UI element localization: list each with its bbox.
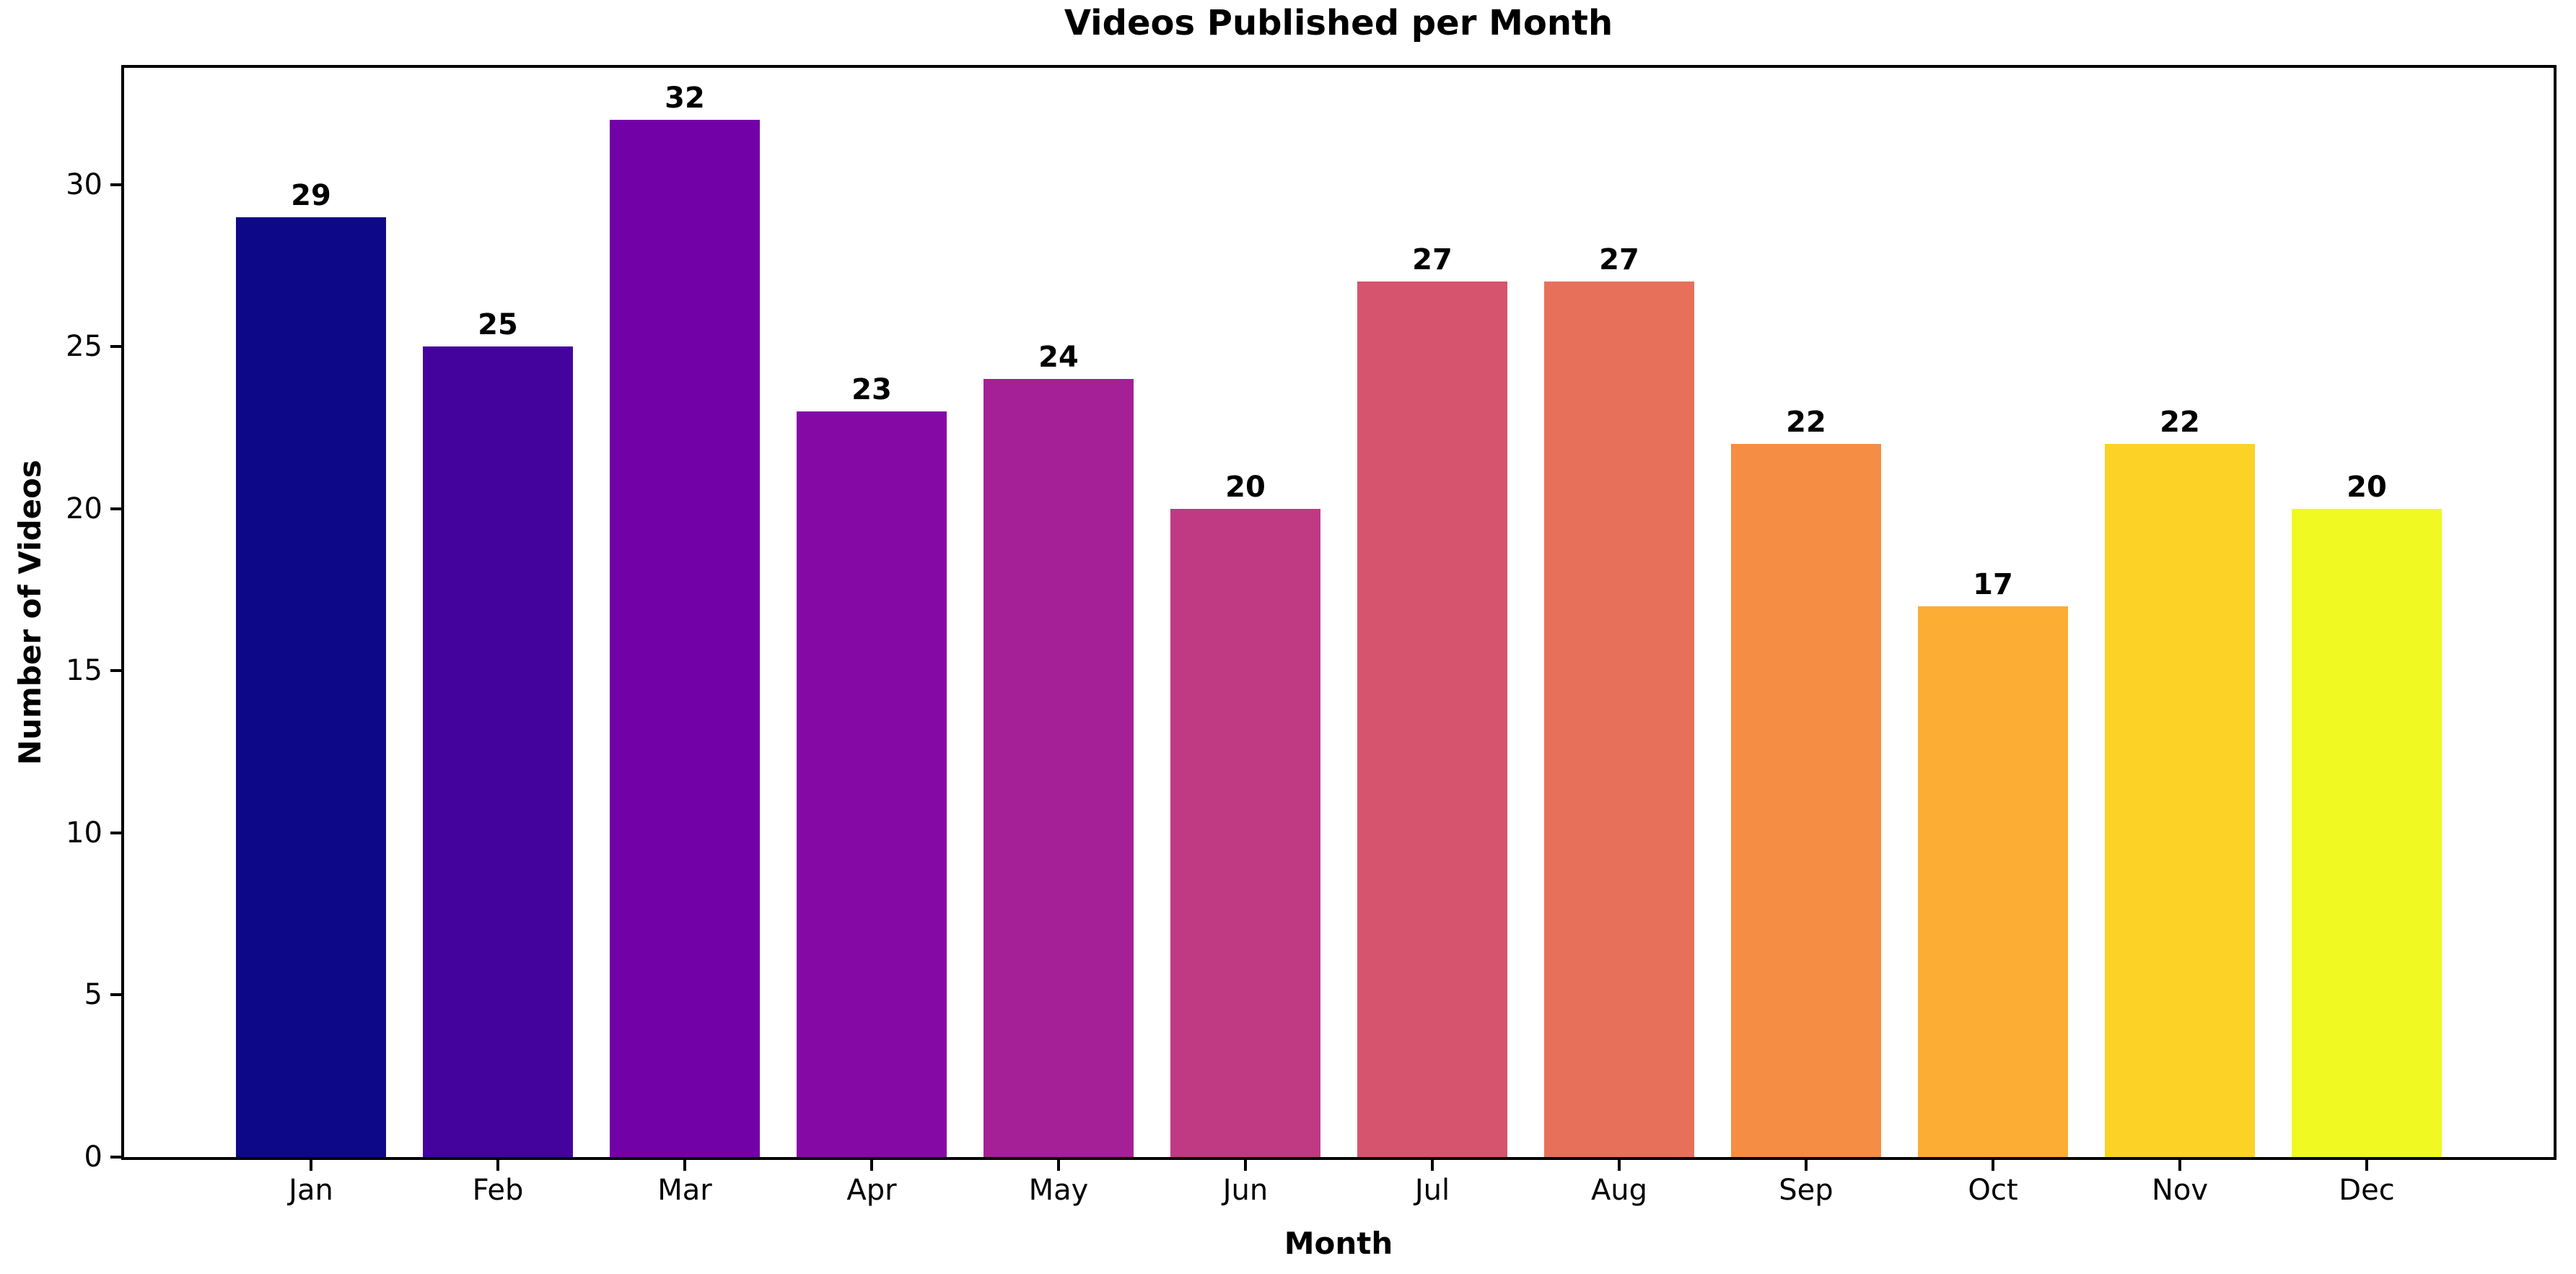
x-tick-mark [1992, 1160, 1994, 1171]
bar-value-dec: 20 [2347, 470, 2387, 504]
x-tick-label-nov: Nov [2151, 1174, 2209, 1207]
y-tick-mark [110, 993, 121, 997]
x-tick-mark [2365, 1160, 2368, 1171]
x-tick-label-apr: Apr [846, 1174, 897, 1207]
chart-title: Videos Published per Month [1064, 3, 1613, 43]
x-tick-label-jun: Jun [1222, 1174, 1269, 1207]
bar-apr [797, 411, 947, 1157]
x-tick-mark [1804, 1160, 1808, 1171]
x-tick-label-oct: Oct [1968, 1174, 2018, 1207]
y-tick-mark [110, 345, 121, 349]
x-tick-label-sep: Sep [1779, 1174, 1834, 1207]
bar-value-apr: 23 [851, 373, 892, 407]
bar-value-jul: 27 [1412, 243, 1453, 277]
y-tick-label: 30 [66, 167, 102, 201]
y-tick-mark [110, 507, 121, 510]
bar-value-mar: 32 [665, 81, 705, 115]
x-tick-mark [1057, 1160, 1060, 1171]
bar-dec [2292, 508, 2442, 1157]
x-tick-label-mar: Mar [657, 1174, 712, 1207]
x-tick-mark [1431, 1160, 1434, 1171]
x-tick-mark [496, 1160, 499, 1171]
bar-value-jan: 29 [291, 178, 331, 212]
x-tick-label-aug: Aug [1590, 1174, 1648, 1207]
bar-value-jun: 20 [1225, 470, 1266, 504]
x-tick-mark [310, 1160, 312, 1171]
y-tick-label: 0 [84, 1140, 102, 1174]
bar-aug [1544, 282, 1694, 1157]
bar-value-aug: 27 [1599, 243, 1639, 277]
y-tick-label: 15 [66, 654, 102, 688]
bar-nov [2105, 443, 2255, 1157]
x-tick-mark [870, 1160, 873, 1171]
x-tick-label-jan: Jan [289, 1174, 333, 1207]
x-tick-label-dec: Dec [2339, 1174, 2395, 1207]
bar-value-may: 24 [1038, 341, 1079, 375]
y-tick-mark [110, 1156, 121, 1159]
y-tick-mark [110, 669, 121, 673]
y-tick-mark [110, 183, 121, 186]
x-tick-label-feb: Feb [472, 1174, 524, 1207]
y-axis-label: Number of Videos [12, 459, 48, 765]
x-tick-mark [2178, 1160, 2181, 1171]
y-tick-label: 20 [66, 492, 102, 525]
bar-mar [610, 119, 760, 1157]
x-tick-label-may: May [1028, 1174, 1089, 1207]
bar-value-feb: 25 [478, 308, 518, 342]
y-axis-label-wrap: Number of Videos [4, 65, 55, 1160]
plot-area: 0 5 10 15 20 25 30 29 Jan 25 Feb 32 Mar 23 Apr 24 May 20 J… [66, 65, 2557, 1205]
x-tick-label-jul: Jul [1414, 1174, 1450, 1207]
x-tick-mark [1618, 1160, 1621, 1171]
bar-value-nov: 22 [2160, 405, 2200, 439]
bar-jul [1357, 282, 1507, 1157]
y-tick-mark [110, 831, 121, 834]
bar-feb [423, 346, 573, 1157]
bar-may [983, 379, 1134, 1157]
bar-value-sep: 22 [1786, 405, 1826, 439]
y-tick-label: 5 [84, 978, 102, 1012]
bar-jun [1170, 508, 1320, 1157]
bar-oct [1918, 606, 2068, 1157]
bar-value-oct: 17 [1973, 567, 2013, 601]
y-tick-label: 10 [66, 816, 102, 850]
bar-jan [236, 217, 386, 1157]
y-tick-label: 25 [66, 330, 102, 364]
x-axis-label: Month [1284, 1226, 1393, 1261]
x-tick-mark [1244, 1160, 1247, 1171]
bar-sep [1731, 443, 1881, 1157]
x-tick-mark [683, 1160, 686, 1171]
